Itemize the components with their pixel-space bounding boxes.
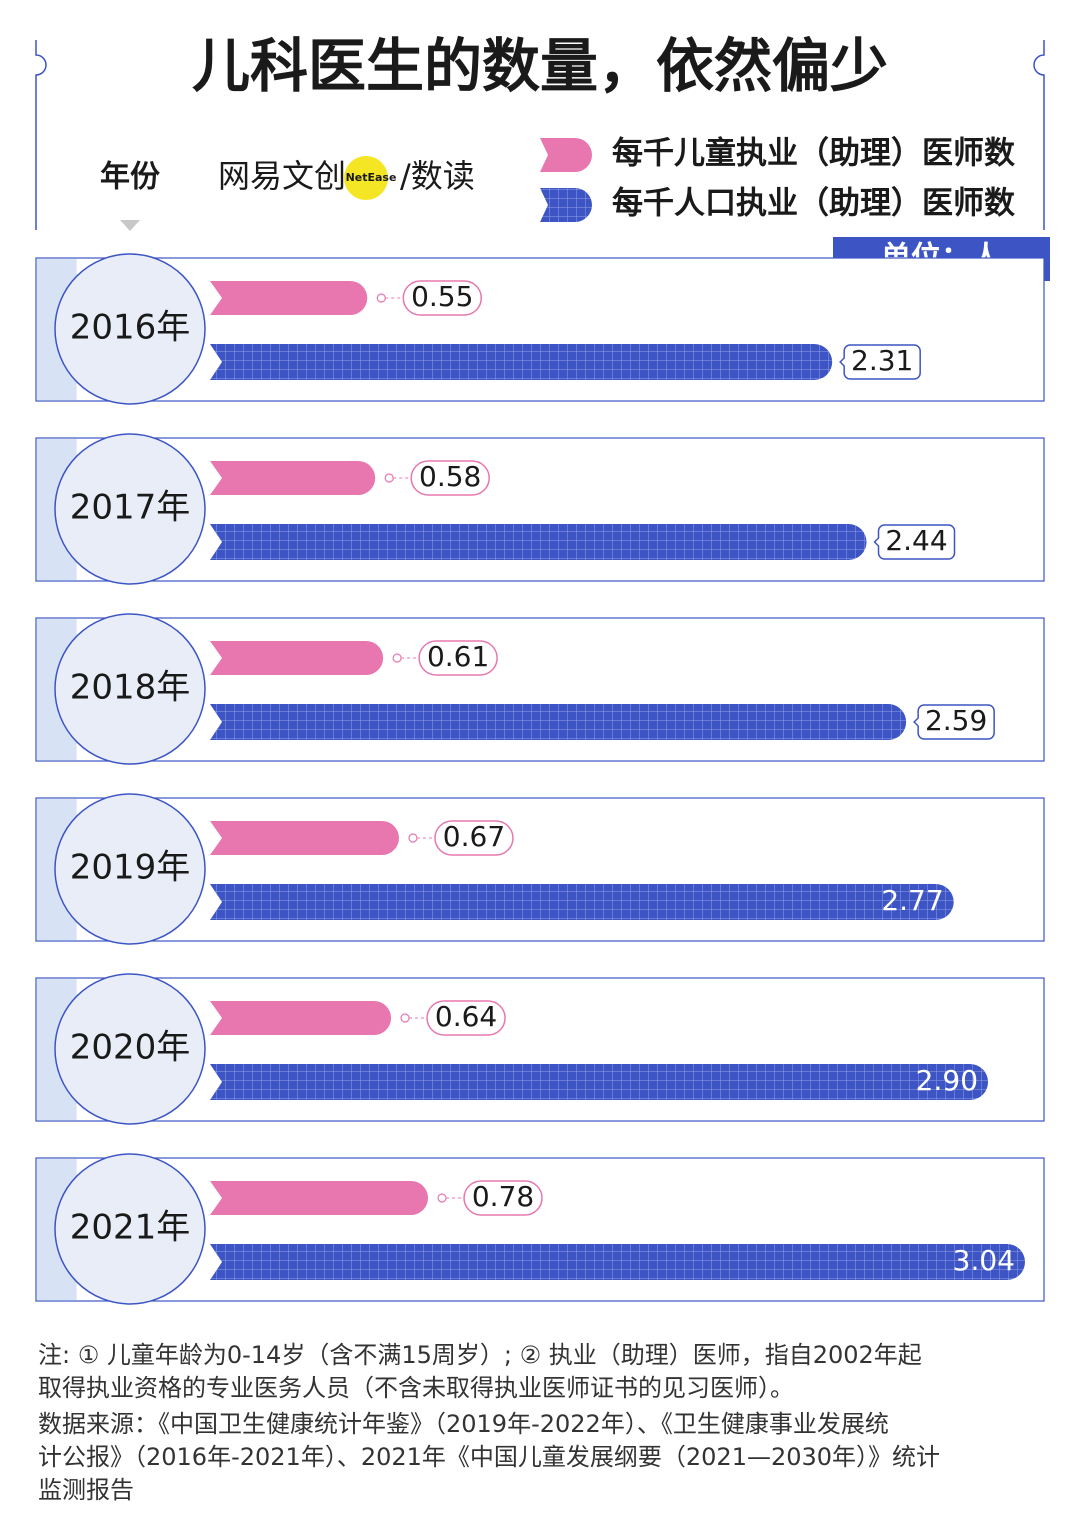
brand-dot [344, 156, 388, 200]
frame [35, 40, 1045, 230]
legend-label: 每千儿童执业（助理）医师数 [612, 136, 1015, 172]
brand: NetEase [346, 171, 397, 184]
connector-dot [400, 1013, 410, 1023]
value-label: 0.58 [419, 460, 481, 493]
brand: /数读 [400, 157, 475, 195]
label-box [402, 280, 483, 316]
label-box [434, 820, 514, 856]
bar [210, 1064, 989, 1100]
year-circle [54, 793, 206, 945]
label-box [410, 460, 490, 496]
connector-dot [392, 653, 402, 663]
category-label: 2019年 [70, 848, 191, 888]
note: 取得执业资格的专业医务人员（不含未取得执业医师证书的见习医师）。 [38, 1374, 794, 1402]
notes: 注: ① 儿童年龄为0-14岁（含不满15周岁）; ② 执业（助理）医师，指自2… [38, 1341, 940, 1504]
connector-dot [437, 1193, 447, 1203]
y-label: 年份 [100, 160, 160, 195]
label-box [873, 524, 956, 560]
value-label: 2.77 [881, 884, 943, 917]
category-label: 2020年 [70, 1028, 191, 1068]
value-label: 2.44 [885, 524, 947, 557]
connector-dot [408, 833, 418, 843]
bar [210, 1244, 1025, 1280]
bar [210, 281, 368, 315]
value-label: 2.31 [851, 344, 913, 377]
legend-swatch [540, 138, 592, 172]
note: 数据来源：《中国卫生健康统计年鉴》（2019年-2022年）、《卫生健康事业发展… [38, 1410, 889, 1438]
bar [210, 1181, 429, 1215]
category-label: 2018年 [70, 668, 191, 708]
value-label: 0.67 [443, 820, 505, 853]
year-circle [54, 613, 206, 765]
value-label: 0.78 [472, 1180, 534, 1213]
note: 计公报》（2016年-2021年）、2021年《中国儿童发展纲要（2021—20… [38, 1443, 940, 1471]
note: 注: ① 儿童年龄为0-14岁（含不满15周岁）; ② 执业（助理）医师，指自2… [38, 1341, 922, 1369]
category-label: 2017年 [70, 488, 191, 528]
bar [210, 524, 867, 560]
bar [210, 704, 907, 740]
category-label: 2021年 [70, 1208, 191, 1248]
bar [210, 344, 833, 380]
year-circle [54, 973, 206, 1125]
connector-dot [384, 473, 394, 483]
bar [210, 1001, 392, 1035]
label-box [426, 1000, 506, 1036]
arrow [120, 220, 140, 231]
year-circle [54, 1153, 206, 1305]
bar [210, 884, 954, 920]
legend-swatch [540, 188, 592, 222]
value-label: 2.59 [925, 704, 987, 737]
value-label: 0.64 [435, 1000, 497, 1033]
connector-dot [376, 293, 386, 303]
year-circle [54, 253, 206, 405]
label-box [913, 704, 995, 740]
bar [210, 461, 376, 495]
brand: 网易文创 [218, 157, 346, 195]
chart-title: 儿科医生的数量，依然偏少 [192, 32, 888, 100]
label-box [463, 1180, 543, 1216]
label-box [418, 640, 498, 676]
value-label: 2.90 [916, 1064, 978, 1097]
bar [210, 641, 384, 675]
note: 监测报告 [38, 1476, 134, 1504]
legend-label: 每千人口执业（助理）医师数 [612, 186, 1015, 222]
plot: 2016年 0.55 2.31 2017年 0.58 2.44 2018年 0.61 2.59 2… [35, 253, 1045, 1305]
bar [210, 821, 399, 855]
value-label: 0.55 [411, 280, 473, 313]
label-box [839, 344, 921, 380]
year-circle [54, 433, 206, 585]
value-label: 3.04 [953, 1244, 1015, 1277]
value-label: 0.61 [427, 640, 489, 673]
category-label: 2016年 [70, 308, 191, 348]
